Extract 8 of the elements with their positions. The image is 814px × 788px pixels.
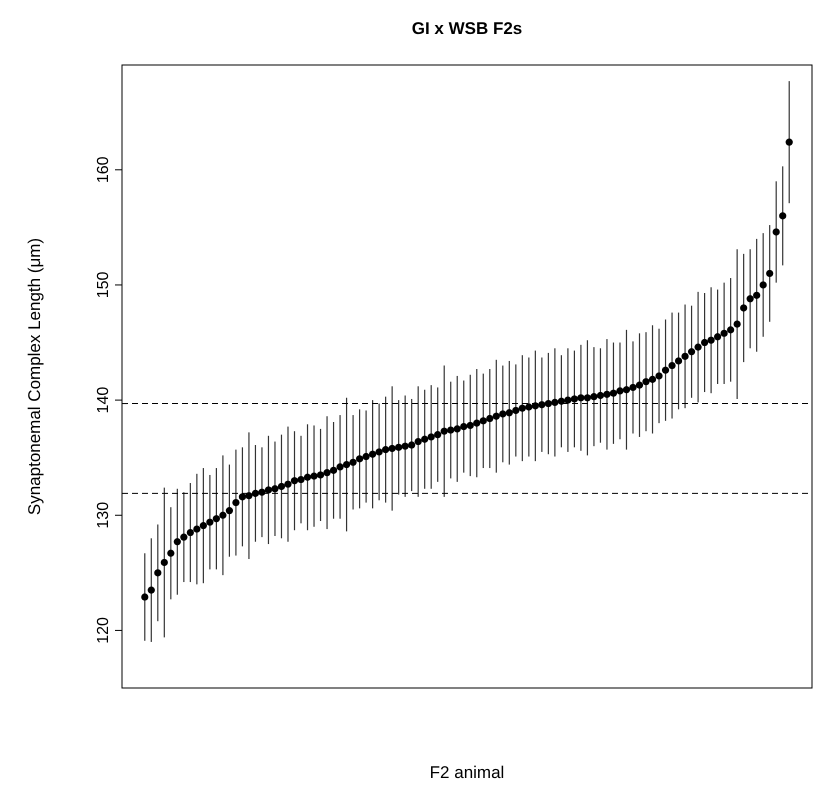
y-tick-label: 150: [95, 272, 112, 298]
y-tick-label: 130: [95, 502, 112, 529]
x-axis-title: F2 animal: [430, 763, 504, 782]
y-tick-label: 140: [95, 386, 112, 414]
chart-title: GI x WSB F2s: [412, 19, 522, 38]
y-axis-title: Synaptonemal Complex Length (μm): [25, 238, 44, 516]
y-tick-label: 160: [95, 156, 112, 184]
y-tick-label: 120: [95, 616, 112, 644]
